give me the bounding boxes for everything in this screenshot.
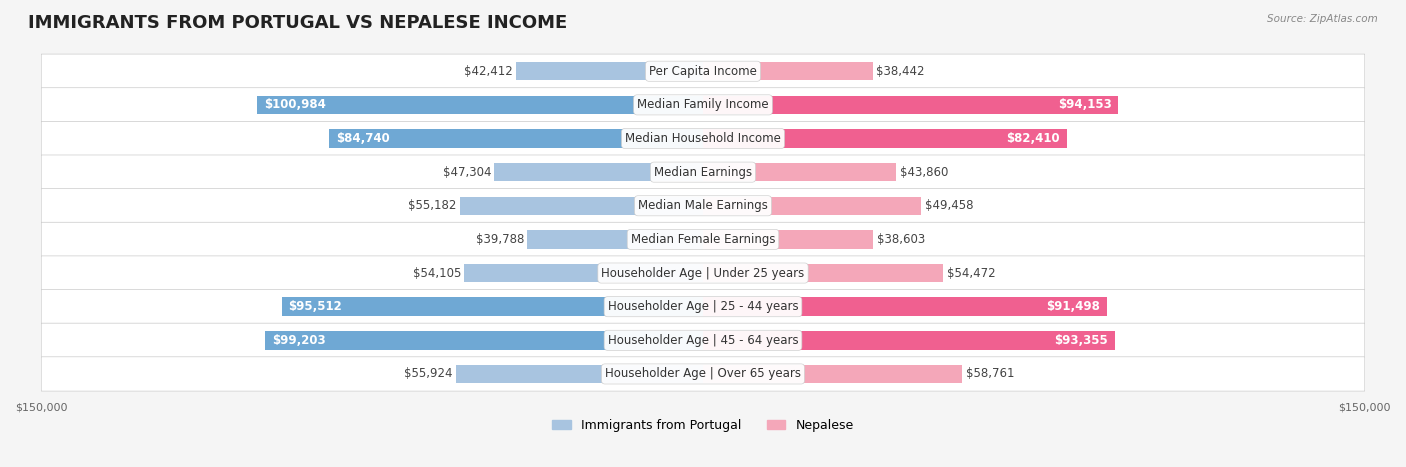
- Text: $38,442: $38,442: [876, 65, 924, 78]
- Text: $99,203: $99,203: [271, 334, 326, 347]
- FancyBboxPatch shape: [41, 189, 1365, 223]
- Text: $42,412: $42,412: [464, 65, 513, 78]
- Text: Householder Age | 25 - 44 years: Householder Age | 25 - 44 years: [607, 300, 799, 313]
- Text: $95,512: $95,512: [288, 300, 342, 313]
- Bar: [703, 264, 943, 282]
- Text: IMMIGRANTS FROM PORTUGAL VS NEPALESE INCOME: IMMIGRANTS FROM PORTUGAL VS NEPALESE INC…: [28, 14, 568, 32]
- Text: Householder Age | Over 65 years: Householder Age | Over 65 years: [605, 368, 801, 381]
- Bar: [527, 230, 703, 248]
- Text: $82,410: $82,410: [1007, 132, 1060, 145]
- Text: Median Earnings: Median Earnings: [654, 166, 752, 179]
- Text: Median Male Earnings: Median Male Earnings: [638, 199, 768, 212]
- Text: $93,355: $93,355: [1054, 334, 1108, 347]
- Bar: [460, 197, 703, 215]
- Bar: [703, 62, 873, 80]
- Text: Householder Age | 45 - 64 years: Householder Age | 45 - 64 years: [607, 334, 799, 347]
- Bar: [703, 163, 897, 181]
- Text: $55,182: $55,182: [408, 199, 456, 212]
- FancyBboxPatch shape: [41, 256, 1365, 290]
- Text: Householder Age | Under 25 years: Householder Age | Under 25 years: [602, 267, 804, 280]
- FancyBboxPatch shape: [41, 222, 1365, 256]
- FancyBboxPatch shape: [41, 155, 1365, 189]
- Bar: [703, 230, 873, 248]
- Text: $54,472: $54,472: [946, 267, 995, 280]
- Bar: [329, 129, 703, 148]
- Text: Median Family Income: Median Family Income: [637, 99, 769, 111]
- Bar: [703, 96, 1118, 114]
- Bar: [266, 331, 703, 350]
- Text: $49,458: $49,458: [925, 199, 973, 212]
- Text: $39,788: $39,788: [475, 233, 524, 246]
- FancyBboxPatch shape: [41, 290, 1365, 324]
- Text: Median Female Earnings: Median Female Earnings: [631, 233, 775, 246]
- Text: $58,761: $58,761: [966, 368, 1014, 381]
- Text: Median Household Income: Median Household Income: [626, 132, 780, 145]
- Text: $100,984: $100,984: [264, 99, 326, 111]
- Text: Source: ZipAtlas.com: Source: ZipAtlas.com: [1267, 14, 1378, 24]
- Bar: [703, 197, 921, 215]
- Bar: [257, 96, 703, 114]
- Bar: [703, 297, 1107, 316]
- FancyBboxPatch shape: [41, 121, 1365, 156]
- Text: $94,153: $94,153: [1057, 99, 1112, 111]
- FancyBboxPatch shape: [41, 88, 1365, 122]
- Text: $47,304: $47,304: [443, 166, 491, 179]
- Text: $38,603: $38,603: [876, 233, 925, 246]
- Text: $91,498: $91,498: [1046, 300, 1099, 313]
- Bar: [703, 365, 962, 383]
- FancyBboxPatch shape: [41, 323, 1365, 357]
- Legend: Immigrants from Portugal, Nepalese: Immigrants from Portugal, Nepalese: [547, 414, 859, 437]
- Bar: [281, 297, 703, 316]
- Bar: [464, 264, 703, 282]
- Bar: [495, 163, 703, 181]
- Bar: [703, 331, 1115, 350]
- Text: $43,860: $43,860: [900, 166, 948, 179]
- Text: $55,924: $55,924: [405, 368, 453, 381]
- Bar: [703, 129, 1067, 148]
- Text: Per Capita Income: Per Capita Income: [650, 65, 756, 78]
- FancyBboxPatch shape: [41, 54, 1365, 88]
- Bar: [457, 365, 703, 383]
- FancyBboxPatch shape: [41, 357, 1365, 391]
- Text: $54,105: $54,105: [412, 267, 461, 280]
- Bar: [516, 62, 703, 80]
- Text: $84,740: $84,740: [336, 132, 389, 145]
